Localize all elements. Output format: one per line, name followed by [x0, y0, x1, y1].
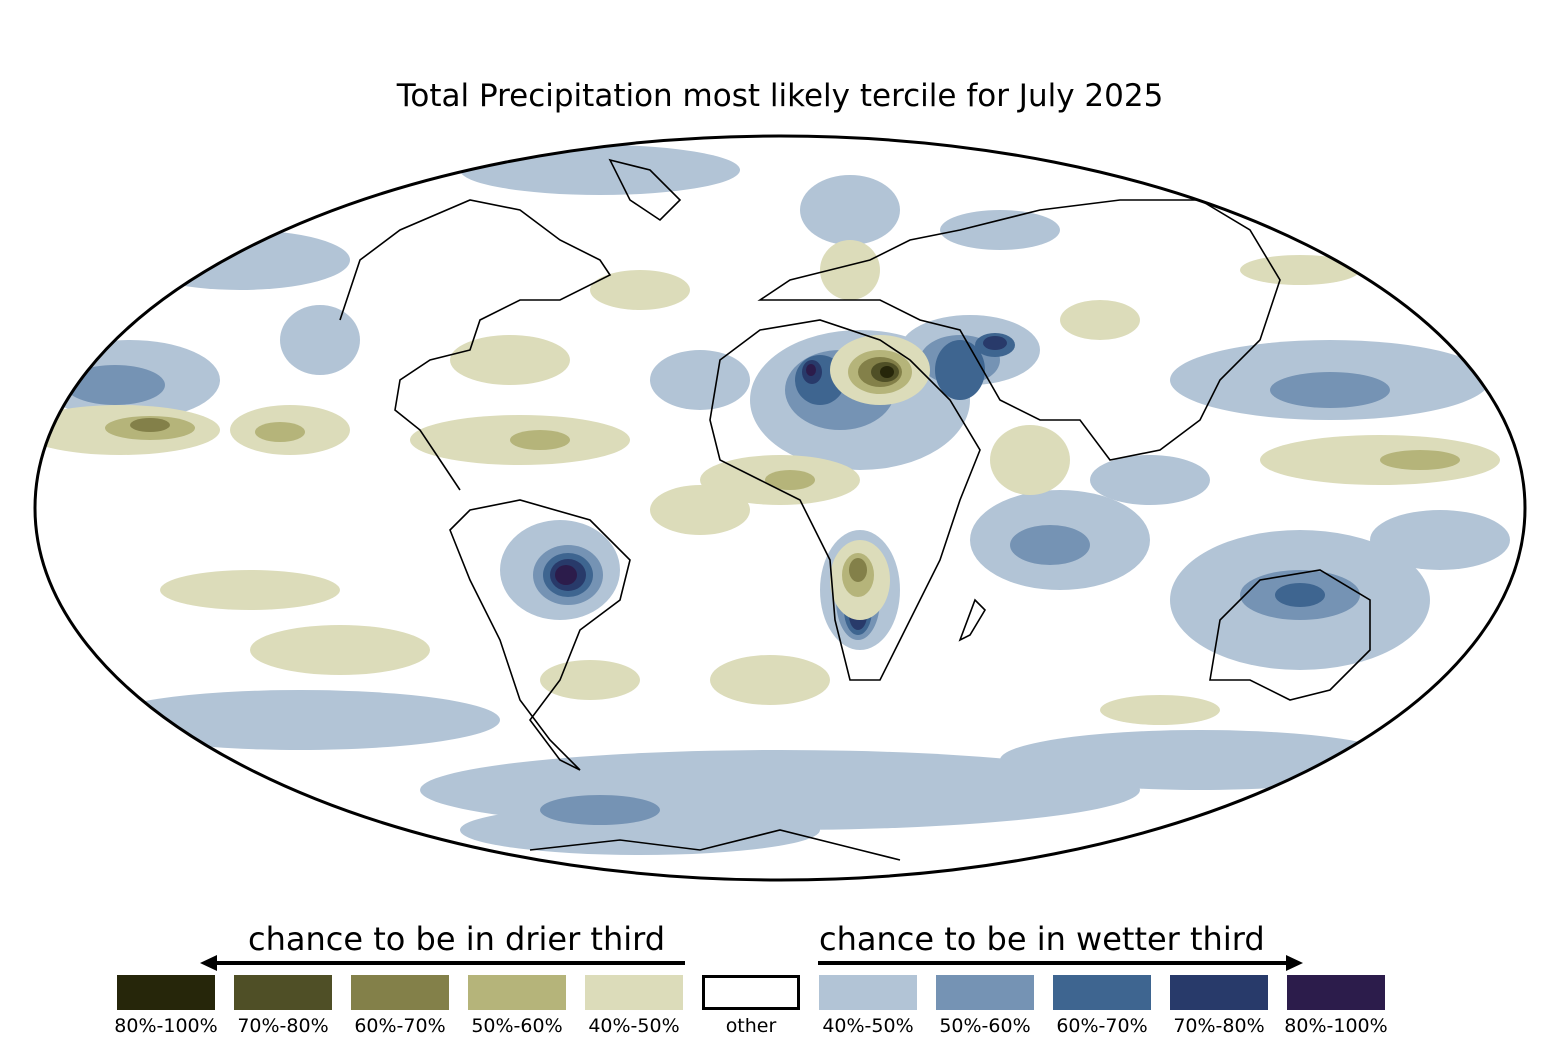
- legend-swatch-wet-40-50: [819, 975, 917, 1010]
- coastlines: [339, 158, 1371, 861]
- legend-swatch-wet-80-100: [1287, 975, 1385, 1010]
- legend-swatch-dry-70-80: [234, 975, 332, 1010]
- drier-arrow: [200, 955, 685, 971]
- legend-label-dry-80-100: 80%-100%: [114, 1015, 218, 1037]
- legend-label-wet-40-50: 40%-50%: [822, 1015, 914, 1037]
- drier-third-label: chance to be in drier third: [248, 920, 666, 958]
- dry-80-100-areas: [880, 366, 894, 378]
- legend-swatch-dry-50-60: [468, 975, 566, 1010]
- legend-label-dry-40-50: 40%-50%: [588, 1015, 680, 1037]
- legend-label-dry-50-60: 50%-60%: [471, 1015, 563, 1037]
- wet-80-100-areas: [555, 364, 816, 585]
- wetter-arrow: [818, 955, 1303, 971]
- legend-label-dry-60-70: 60%-70%: [354, 1015, 446, 1037]
- probability-field: [35, 136, 1525, 880]
- legend-label-wet-80-100: 80%-100%: [1284, 1015, 1388, 1037]
- legend-swatch-wet-50-60: [936, 975, 1034, 1010]
- legend-label-wet-60-70: 60%-70%: [1056, 1015, 1148, 1037]
- map-title: Total Precipitation most likely tercile …: [396, 78, 1164, 114]
- legend-label-other: other: [725, 1015, 777, 1037]
- legend-swatch-dry-80-100: [117, 975, 215, 1010]
- legend-label-dry-70-80: 70%-80%: [237, 1015, 329, 1037]
- legend-swatch-dry-40-50: [585, 975, 683, 1010]
- legend-label-wet-50-60: 50%-60%: [939, 1015, 1031, 1037]
- legend-swatch-other: [702, 975, 800, 1010]
- legend-label-wet-70-80: 70%-80%: [1173, 1015, 1265, 1037]
- legend-swatch-dry-60-70: [351, 975, 449, 1010]
- wetter-third-label: chance to be in wetter third: [819, 920, 1265, 958]
- legend-swatch-wet-60-70: [1053, 975, 1151, 1010]
- legend-swatch-wet-70-80: [1170, 975, 1268, 1010]
- globe-outline: [33, 134, 1527, 882]
